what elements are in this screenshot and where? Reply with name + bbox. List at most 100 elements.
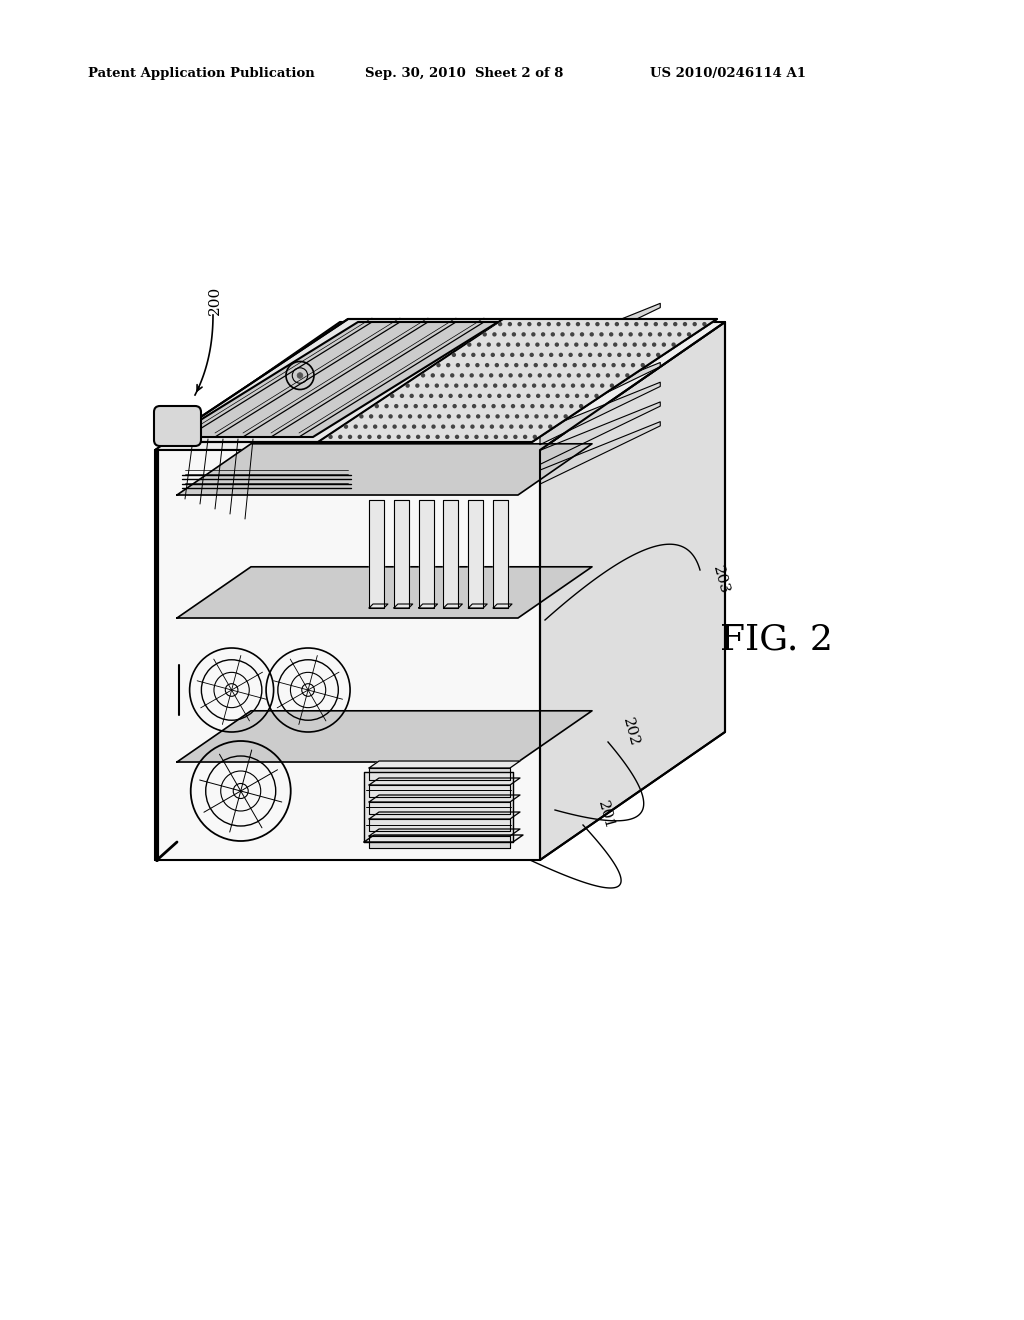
Circle shape	[551, 383, 556, 388]
Circle shape	[617, 352, 622, 358]
Circle shape	[609, 383, 614, 388]
Circle shape	[544, 414, 549, 418]
Circle shape	[433, 404, 437, 408]
Circle shape	[537, 322, 542, 326]
Circle shape	[511, 404, 515, 408]
Text: 203: 203	[710, 564, 731, 595]
Circle shape	[548, 425, 553, 429]
Circle shape	[457, 414, 461, 418]
Circle shape	[642, 342, 646, 347]
Circle shape	[547, 374, 552, 378]
Circle shape	[581, 383, 585, 388]
Circle shape	[657, 333, 663, 337]
Circle shape	[444, 383, 449, 388]
Circle shape	[475, 363, 479, 367]
Circle shape	[499, 374, 503, 378]
Circle shape	[605, 322, 609, 326]
Circle shape	[530, 404, 535, 408]
Circle shape	[559, 352, 563, 358]
Polygon shape	[540, 322, 725, 861]
Polygon shape	[177, 444, 592, 495]
Polygon shape	[419, 500, 433, 609]
Circle shape	[377, 434, 381, 440]
Circle shape	[501, 404, 506, 408]
Polygon shape	[540, 304, 660, 366]
Circle shape	[472, 404, 476, 408]
Circle shape	[477, 342, 481, 347]
Text: Patent Application Publication: Patent Application Publication	[88, 67, 314, 81]
Circle shape	[469, 374, 474, 378]
Polygon shape	[365, 772, 513, 842]
Circle shape	[634, 322, 639, 326]
Text: 201: 201	[595, 799, 616, 830]
Circle shape	[407, 434, 411, 440]
Circle shape	[437, 414, 441, 418]
Circle shape	[656, 352, 660, 358]
Circle shape	[545, 342, 549, 347]
Circle shape	[436, 363, 440, 367]
Circle shape	[373, 425, 378, 429]
Circle shape	[510, 352, 514, 358]
Circle shape	[526, 393, 530, 399]
Circle shape	[561, 383, 565, 388]
Circle shape	[449, 393, 453, 399]
Circle shape	[521, 333, 526, 337]
Circle shape	[408, 414, 413, 418]
Circle shape	[527, 322, 531, 326]
Circle shape	[523, 434, 527, 440]
Text: 202: 202	[620, 715, 641, 748]
Circle shape	[419, 393, 424, 399]
Circle shape	[648, 333, 652, 337]
Circle shape	[572, 363, 577, 367]
Polygon shape	[369, 500, 384, 609]
Circle shape	[540, 404, 545, 408]
Circle shape	[592, 363, 596, 367]
Circle shape	[603, 342, 607, 347]
Circle shape	[559, 404, 564, 408]
Circle shape	[430, 374, 435, 378]
Circle shape	[683, 322, 687, 326]
Circle shape	[359, 414, 364, 418]
Circle shape	[398, 414, 402, 418]
Circle shape	[692, 322, 697, 326]
Polygon shape	[443, 605, 463, 609]
Circle shape	[653, 322, 658, 326]
Circle shape	[390, 393, 394, 399]
Circle shape	[490, 352, 495, 358]
Circle shape	[570, 333, 574, 337]
Circle shape	[487, 393, 492, 399]
Circle shape	[470, 425, 475, 429]
Circle shape	[500, 425, 504, 429]
Circle shape	[631, 363, 635, 367]
Circle shape	[421, 374, 425, 378]
Polygon shape	[369, 768, 510, 780]
Circle shape	[466, 414, 471, 418]
Circle shape	[584, 342, 588, 347]
Circle shape	[479, 374, 483, 378]
Circle shape	[329, 434, 333, 440]
Circle shape	[462, 404, 467, 408]
Circle shape	[518, 374, 522, 378]
Circle shape	[531, 383, 537, 388]
Circle shape	[566, 374, 571, 378]
Circle shape	[503, 383, 507, 388]
Circle shape	[566, 322, 570, 326]
Circle shape	[425, 383, 429, 388]
Circle shape	[498, 322, 503, 326]
Circle shape	[549, 352, 553, 358]
Circle shape	[493, 333, 497, 337]
Circle shape	[590, 383, 595, 388]
Polygon shape	[369, 605, 388, 609]
Circle shape	[383, 425, 387, 429]
Circle shape	[618, 333, 624, 337]
Circle shape	[379, 414, 383, 418]
Circle shape	[538, 374, 542, 378]
Circle shape	[614, 322, 620, 326]
Polygon shape	[369, 762, 520, 768]
Circle shape	[368, 434, 372, 440]
Circle shape	[512, 383, 517, 388]
Circle shape	[575, 322, 581, 326]
Circle shape	[344, 425, 348, 429]
Circle shape	[546, 393, 550, 399]
Circle shape	[468, 393, 472, 399]
